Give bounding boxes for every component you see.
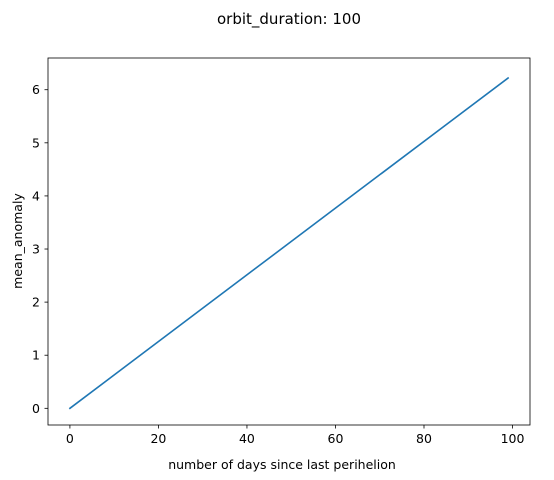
y-tick-label: 0 [32,401,40,416]
y-ticks: 0 1 2 3 4 5 6 [32,82,48,416]
x-tick-label: 0 [66,431,74,446]
axes-frame [47,57,531,426]
y-tick-label: 2 [32,295,40,310]
y-tick-label: 1 [32,348,40,363]
x-tick-label: 60 [328,431,344,446]
y-tick-label: 3 [32,242,40,257]
series-line [68,76,510,410]
y-tick-label: 5 [32,135,40,150]
y-tick-label: 4 [32,188,40,203]
series-layer [68,76,510,410]
x-tick-label: 20 [150,431,166,446]
y-axis-label: mean_anomaly [10,193,25,289]
y-tick-label: 6 [32,82,40,97]
x-tick-label: 40 [239,431,255,446]
plot-area: 0 20 40 60 80 100 0 1 2 3 4 5 6 [32,57,531,446]
x-tick-label: 80 [416,431,432,446]
x-ticks: 0 20 40 60 80 100 [66,425,525,446]
x-tick-label: 100 [501,431,525,446]
x-axis-label: number of days since last perihelion [168,457,396,472]
chart-title: orbit_duration: 100 [217,10,361,29]
